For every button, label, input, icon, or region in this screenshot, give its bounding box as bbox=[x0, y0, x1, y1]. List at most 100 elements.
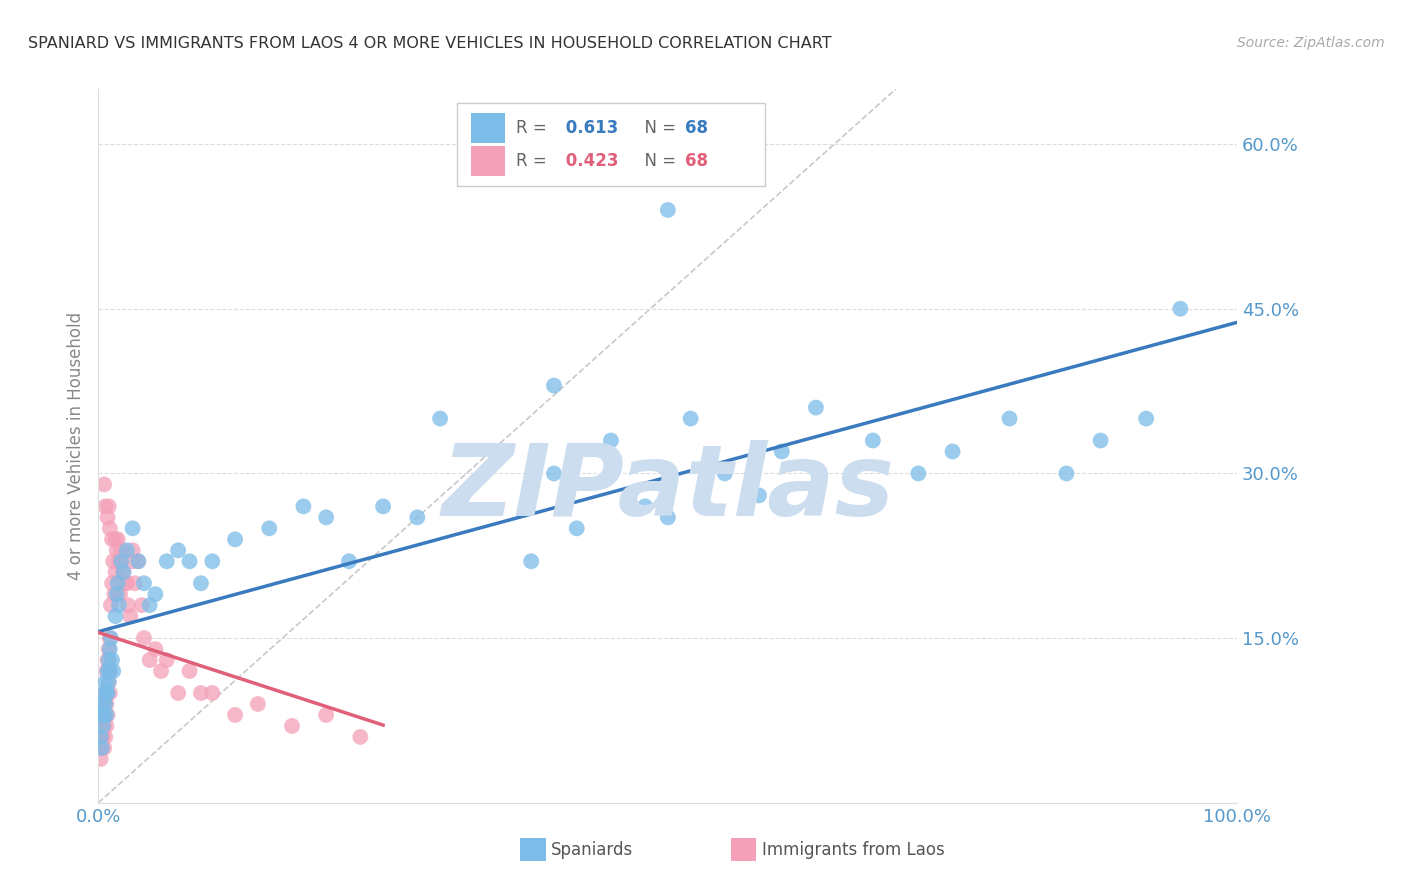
Point bbox=[201, 686, 224, 700]
Point bbox=[90, 740, 112, 755]
Text: N =: N = bbox=[634, 153, 681, 170]
Point bbox=[110, 554, 132, 568]
Point bbox=[543, 467, 565, 481]
Point bbox=[371, 500, 394, 514]
Point bbox=[96, 664, 118, 678]
Point bbox=[103, 664, 125, 678]
Point bbox=[94, 708, 117, 723]
Point bbox=[97, 675, 120, 690]
Point bbox=[96, 653, 118, 667]
Point bbox=[97, 675, 120, 690]
Text: 0.423: 0.423 bbox=[560, 153, 619, 170]
Point bbox=[94, 730, 117, 744]
Point bbox=[1090, 434, 1112, 448]
Point bbox=[90, 719, 112, 733]
Point bbox=[108, 554, 131, 568]
Point bbox=[96, 686, 118, 700]
Point bbox=[120, 609, 142, 624]
Point bbox=[349, 730, 371, 744]
Point bbox=[105, 587, 128, 601]
Text: Immigrants from Laos: Immigrants from Laos bbox=[762, 841, 945, 859]
Point bbox=[862, 434, 884, 448]
Point bbox=[94, 697, 117, 711]
Point bbox=[121, 521, 143, 535]
Point bbox=[657, 510, 679, 524]
Point bbox=[315, 510, 337, 524]
Point bbox=[108, 598, 131, 612]
Text: R =: R = bbox=[516, 153, 553, 170]
Point bbox=[246, 697, 269, 711]
Point bbox=[90, 730, 112, 744]
Bar bbox=[457, 103, 765, 186]
Point bbox=[93, 697, 115, 711]
Point bbox=[98, 631, 121, 645]
Point bbox=[90, 730, 112, 744]
Point bbox=[145, 587, 167, 601]
Point bbox=[91, 697, 114, 711]
Point bbox=[108, 587, 131, 601]
Point bbox=[127, 554, 149, 568]
Point bbox=[96, 510, 118, 524]
Point bbox=[190, 576, 212, 591]
Point bbox=[93, 686, 115, 700]
Point bbox=[96, 664, 118, 678]
Point bbox=[91, 719, 114, 733]
Point bbox=[91, 719, 114, 733]
Point bbox=[770, 444, 793, 458]
Point bbox=[101, 653, 124, 667]
Point bbox=[600, 434, 623, 448]
Point bbox=[156, 554, 179, 568]
Point bbox=[98, 686, 121, 700]
Point bbox=[94, 500, 117, 514]
Point bbox=[104, 533, 127, 547]
Point bbox=[224, 533, 246, 547]
Point bbox=[259, 521, 281, 535]
Point bbox=[90, 730, 112, 744]
Point bbox=[201, 554, 224, 568]
Point bbox=[96, 686, 118, 700]
Point bbox=[90, 752, 112, 766]
Point bbox=[98, 664, 121, 678]
Point bbox=[93, 719, 115, 733]
Point bbox=[97, 500, 120, 514]
Point bbox=[565, 521, 588, 535]
Point bbox=[315, 708, 337, 723]
Point bbox=[179, 664, 201, 678]
Point bbox=[107, 576, 129, 591]
Text: R =: R = bbox=[516, 119, 553, 136]
Point bbox=[110, 543, 132, 558]
Point bbox=[121, 543, 143, 558]
Point bbox=[520, 554, 543, 568]
Point bbox=[634, 500, 657, 514]
Point bbox=[804, 401, 827, 415]
Bar bbox=[471, 112, 505, 143]
Point bbox=[224, 708, 246, 723]
Text: SPANIARD VS IMMIGRANTS FROM LAOS 4 OR MORE VEHICLES IN HOUSEHOLD CORRELATION CHA: SPANIARD VS IMMIGRANTS FROM LAOS 4 OR MO… bbox=[28, 36, 832, 51]
Point bbox=[281, 719, 304, 733]
Point bbox=[91, 708, 114, 723]
Point bbox=[907, 467, 929, 481]
Point bbox=[98, 664, 121, 678]
Point bbox=[93, 740, 115, 755]
Point bbox=[998, 411, 1021, 425]
Point bbox=[100, 631, 122, 645]
Point bbox=[105, 543, 128, 558]
Point bbox=[110, 554, 132, 568]
Point bbox=[145, 642, 167, 657]
Point bbox=[97, 653, 120, 667]
Point bbox=[96, 708, 118, 723]
Point bbox=[942, 444, 965, 458]
Point bbox=[96, 708, 118, 723]
Point bbox=[138, 653, 160, 667]
Point bbox=[98, 642, 121, 657]
Point bbox=[114, 576, 136, 591]
Point bbox=[679, 411, 702, 425]
Point bbox=[124, 576, 146, 591]
Point bbox=[167, 543, 190, 558]
Point bbox=[115, 576, 138, 591]
Point bbox=[96, 697, 118, 711]
Point bbox=[127, 554, 149, 568]
Point bbox=[91, 730, 114, 744]
Point bbox=[93, 477, 115, 491]
Point bbox=[115, 543, 138, 558]
